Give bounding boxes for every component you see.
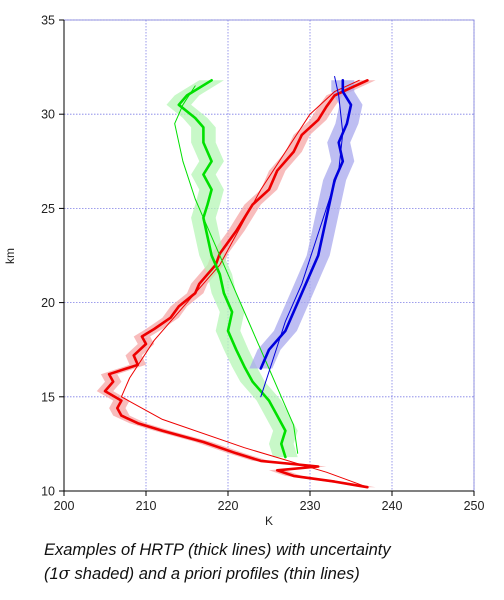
x-tick-label: 240 bbox=[382, 499, 403, 513]
y-tick-label: 25 bbox=[41, 202, 55, 216]
caption-open: (1 bbox=[44, 565, 59, 583]
y-tick-label: 10 bbox=[41, 485, 55, 499]
axes: 200 210 220 230 240 250 10 15 20 25 30 35 bbox=[41, 14, 484, 514]
retrieved-profile-line bbox=[103, 79, 369, 489]
a-priori-profile-line bbox=[174, 85, 299, 454]
sigma-symbol: σ bbox=[58, 564, 70, 583]
caption-line-2: (1σ shaded) and a priori profiles (thin … bbox=[44, 562, 494, 586]
x-tick-label: 200 bbox=[54, 499, 75, 513]
a-priori-profile-line bbox=[120, 79, 368, 488]
x-axis-label: K bbox=[265, 514, 273, 528]
a-priori-profile-line bbox=[260, 76, 344, 398]
caption-line-1: Examples of HRTP (thick lines) with unce… bbox=[44, 541, 391, 559]
y-tick-label: 20 bbox=[41, 296, 55, 310]
retrieved-profile-line bbox=[177, 79, 287, 459]
x-tick-label: 220 bbox=[218, 499, 239, 513]
x-tick-label: 210 bbox=[136, 499, 157, 513]
y-axis-label: km bbox=[3, 248, 17, 264]
uncertainty-band bbox=[166, 80, 298, 458]
profile-lines bbox=[103, 76, 369, 489]
caption-rest: shaded) and a priori profiles (thin line… bbox=[69, 565, 360, 583]
figure-caption: Examples of HRTP (thick lines) with unce… bbox=[44, 538, 494, 586]
x-tick-label: 230 bbox=[300, 499, 321, 513]
uncertainty-band bbox=[249, 80, 363, 369]
y-tick-label: 15 bbox=[41, 390, 55, 404]
x-tick-label: 250 bbox=[464, 499, 485, 513]
retrieved-profile-line bbox=[259, 79, 353, 370]
uncertainty-bands bbox=[96, 80, 376, 488]
y-tick-label: 30 bbox=[41, 108, 55, 122]
y-tick-label: 35 bbox=[41, 14, 55, 28]
